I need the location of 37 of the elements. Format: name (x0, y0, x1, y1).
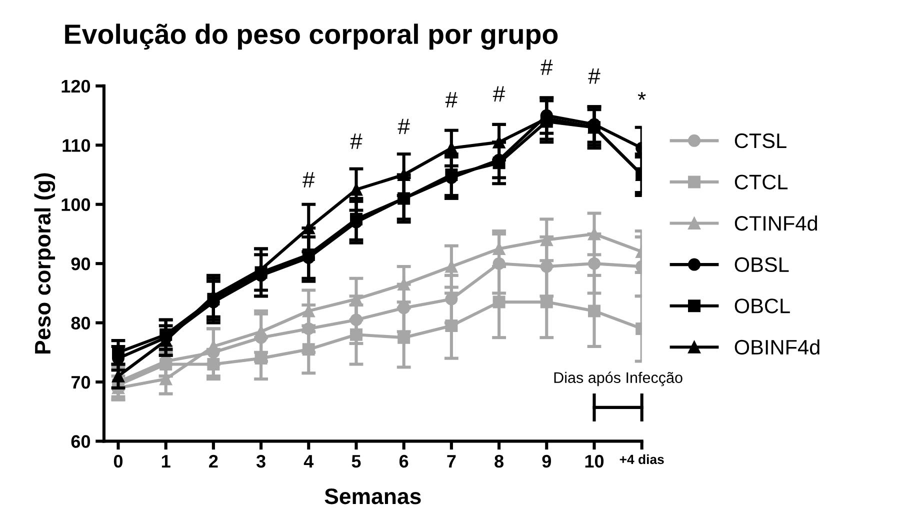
legend-label: OBINF4d (734, 339, 820, 355)
y-tick-label: 60 (71, 435, 90, 448)
annotation: # (588, 68, 600, 84)
y-tick-label: 90 (71, 258, 90, 270)
x-tick-label: +4 dias (620, 454, 664, 464)
annotation: # (492, 86, 506, 102)
x-tick-label: 5 (352, 455, 361, 468)
x-axis-title: Semanas (324, 488, 421, 504)
legend-label: CTCL (734, 174, 788, 190)
annotation: * (638, 92, 646, 100)
x-tick-label: 3 (256, 454, 266, 468)
x-tick-label: 0 (114, 454, 123, 468)
x-tick-label: 8 (494, 454, 504, 468)
x-tick-label: 2 (209, 454, 218, 468)
x-tick-label: 9 (542, 454, 551, 468)
legend-label: OBCL (734, 298, 790, 314)
annotation: # (398, 118, 410, 134)
annotation: # (445, 92, 458, 108)
y-tick-label: 70 (71, 376, 90, 389)
y-tick-label: 80 (71, 316, 90, 330)
legend-label: OBSL (734, 257, 789, 272)
chart-title: Evolução do peso corporal por grupo (65, 24, 558, 50)
y-axis-title: Peso corporal (g) (34, 173, 56, 354)
x-tick-label: 4 (304, 455, 314, 468)
annotation: Dias após Infecção (554, 372, 682, 386)
y-tick-label: 100 (62, 198, 90, 212)
x-tick-label: 7 (447, 455, 456, 468)
y-tick-label: 110 (62, 139, 90, 152)
x-tick-label: 6 (399, 454, 408, 468)
legend-label: CTSL (734, 133, 786, 148)
annotation: # (350, 134, 362, 149)
x-tick-label: 1 (162, 455, 170, 468)
y-tick-label: 120 (62, 80, 90, 93)
x-tick-label: 10 (585, 454, 604, 468)
annotation: # (540, 60, 553, 75)
annotation: # (302, 172, 315, 188)
legend-label: CTINF4d (734, 215, 818, 231)
